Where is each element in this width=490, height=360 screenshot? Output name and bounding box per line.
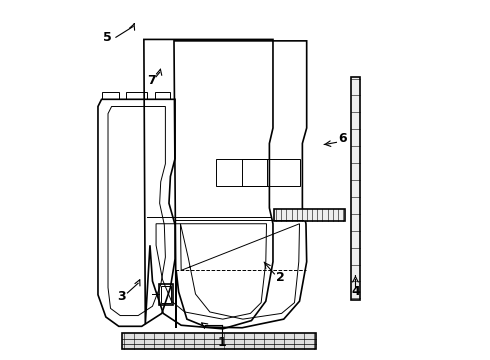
Text: 4: 4 [351, 285, 360, 298]
Text: 1: 1 [218, 336, 226, 348]
Text: 3: 3 [117, 290, 125, 303]
Polygon shape [122, 333, 316, 349]
Text: 7: 7 [147, 74, 155, 87]
Text: 2: 2 [276, 271, 285, 284]
Polygon shape [351, 77, 361, 300]
Text: 5: 5 [102, 31, 111, 44]
Text: 6: 6 [338, 132, 347, 145]
Polygon shape [274, 210, 344, 221]
